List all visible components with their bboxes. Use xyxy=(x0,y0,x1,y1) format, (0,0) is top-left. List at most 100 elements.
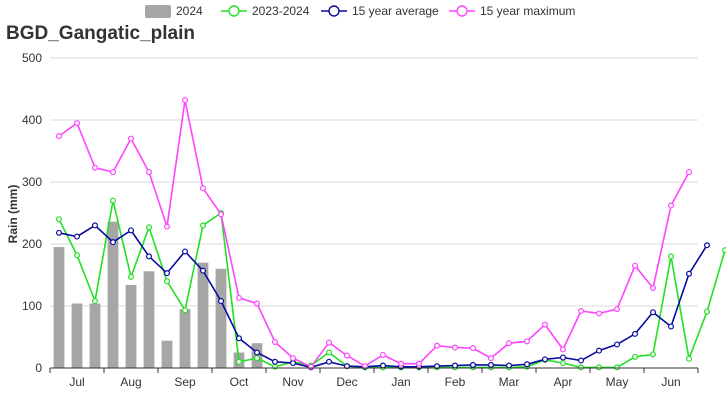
data-point xyxy=(416,360,423,367)
data-point xyxy=(595,310,602,317)
legend-label: 15 year average xyxy=(352,4,439,18)
bar xyxy=(179,309,191,368)
data-point xyxy=(73,233,80,240)
data-point xyxy=(109,239,116,246)
data-point xyxy=(73,120,80,127)
data-point xyxy=(254,300,261,307)
chart-title: BGD_Gangatic_plain xyxy=(6,23,195,44)
legend-swatch xyxy=(145,5,171,18)
data-point xyxy=(236,294,243,301)
bar xyxy=(71,303,83,368)
legend-marker xyxy=(228,5,240,17)
data-point xyxy=(326,339,333,346)
series-lines xyxy=(55,97,726,371)
y-tick-label: 300 xyxy=(22,175,42,189)
x-tick-label: Dec xyxy=(336,375,357,389)
data-point xyxy=(254,355,261,362)
data-point xyxy=(470,361,477,368)
data-point xyxy=(577,364,584,371)
data-point xyxy=(559,360,566,367)
data-point xyxy=(398,360,405,367)
gridlines xyxy=(50,57,698,307)
data-point xyxy=(631,353,638,360)
data-point xyxy=(667,323,674,330)
data-point xyxy=(434,363,441,370)
data-point xyxy=(470,345,477,352)
data-point xyxy=(722,247,726,254)
x-tick-label: Oct xyxy=(230,375,249,389)
data-point xyxy=(272,338,279,345)
legend-label: 2024 xyxy=(176,4,203,18)
data-point xyxy=(559,346,566,353)
bar xyxy=(161,340,173,368)
data-point xyxy=(128,227,135,234)
data-point xyxy=(73,252,80,259)
legend-marker xyxy=(328,5,340,17)
data-point xyxy=(595,364,602,371)
data-point xyxy=(631,330,638,337)
y-tick-label: 200 xyxy=(22,237,42,251)
data-point xyxy=(506,362,513,369)
data-point xyxy=(55,133,62,140)
data-point xyxy=(649,351,656,358)
data-point xyxy=(488,361,495,368)
data-point xyxy=(182,307,189,314)
data-point xyxy=(434,342,441,349)
data-point xyxy=(577,357,584,364)
bar xyxy=(215,268,227,368)
bars-2024 xyxy=(53,221,263,368)
y-tick-label: 100 xyxy=(22,299,42,313)
x-tick-label: Jul xyxy=(69,375,84,389)
data-point xyxy=(200,222,207,229)
data-point xyxy=(685,169,692,176)
data-point xyxy=(649,309,656,316)
data-point xyxy=(182,248,189,255)
data-point xyxy=(236,358,243,365)
x-tick-label: Aug xyxy=(120,375,141,389)
data-point xyxy=(290,360,297,367)
series-line xyxy=(58,200,726,369)
data-point xyxy=(685,270,692,277)
data-point xyxy=(703,308,710,315)
data-point xyxy=(488,355,495,362)
bar xyxy=(125,284,137,368)
data-point xyxy=(91,164,98,171)
data-point xyxy=(146,169,153,176)
data-point xyxy=(218,298,225,305)
x-tick-label: Sep xyxy=(174,375,196,389)
data-point xyxy=(146,253,153,260)
data-point xyxy=(109,197,116,204)
data-point xyxy=(128,273,135,280)
x-tick-label: Mar xyxy=(499,375,520,389)
bar xyxy=(143,271,155,368)
y-tick-label: 0 xyxy=(35,361,42,375)
data-point xyxy=(164,270,171,277)
data-point xyxy=(109,169,116,176)
data-point xyxy=(91,298,98,305)
y-tick-label: 500 xyxy=(22,51,42,65)
data-point xyxy=(362,363,369,370)
data-point xyxy=(55,229,62,236)
data-point xyxy=(685,355,692,362)
data-point xyxy=(541,321,548,328)
data-point xyxy=(344,352,351,359)
x-tick-label: Apr xyxy=(554,375,573,389)
data-point xyxy=(128,135,135,142)
data-point xyxy=(523,361,530,368)
bar xyxy=(89,303,101,368)
data-point xyxy=(182,97,189,104)
data-point xyxy=(146,224,153,231)
data-point xyxy=(326,358,333,365)
data-point xyxy=(344,363,351,370)
data-point xyxy=(559,354,566,361)
data-point xyxy=(236,335,243,342)
x-tick-label: Nov xyxy=(282,375,303,389)
data-point xyxy=(200,185,207,192)
data-point xyxy=(55,216,62,223)
data-point xyxy=(290,355,297,362)
y-tick-label: 400 xyxy=(22,113,42,127)
legend-marker xyxy=(456,5,468,17)
data-point xyxy=(577,307,584,314)
data-point xyxy=(452,362,459,369)
